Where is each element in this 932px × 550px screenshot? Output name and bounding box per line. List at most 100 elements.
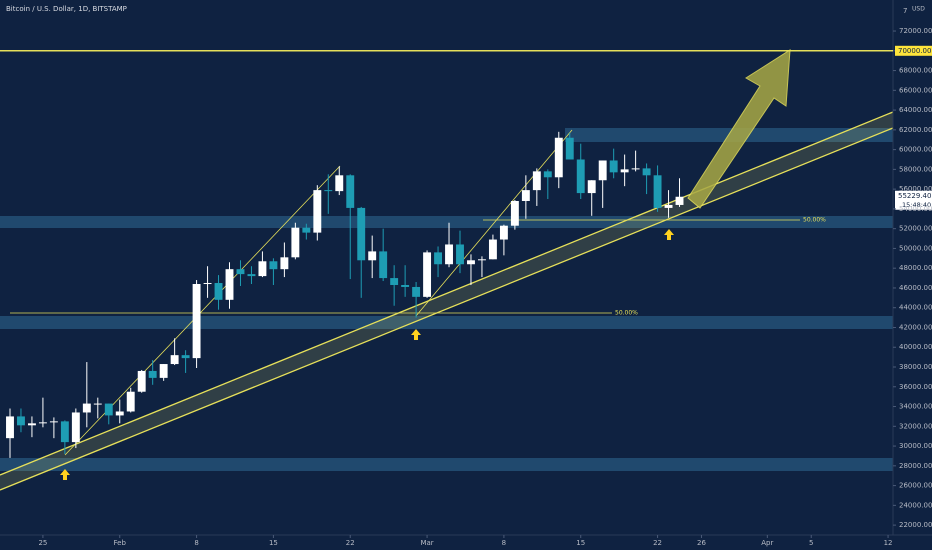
candle-body	[478, 259, 486, 261]
y-tick-label: 62000.00	[899, 126, 932, 134]
last-price-label: 55229.40	[898, 192, 931, 200]
y-tick-label: 42000.00	[899, 323, 932, 331]
currency-label: USD	[912, 6, 925, 13]
candle-body	[368, 251, 377, 261]
x-tick-label: 25	[38, 539, 47, 547]
projection-arrow	[687, 49, 791, 209]
y-tick-label: 56000.00	[899, 185, 932, 193]
candle-body	[214, 283, 223, 300]
candle-body	[6, 416, 14, 439]
y-tick-label: 34000.00	[899, 403, 932, 411]
candle-body	[148, 370, 157, 378]
up-arrow	[411, 329, 421, 340]
y-tick-label: 72000.00	[899, 27, 932, 35]
candle-body	[598, 160, 607, 181]
up-arrow	[664, 229, 674, 240]
x-tick-label: 22	[653, 539, 662, 547]
y-tick-label: 44000.00	[899, 304, 932, 312]
target-label-box	[895, 45, 932, 56]
support-zone	[0, 216, 893, 228]
y-tick-label: 28000.00	[899, 462, 932, 470]
candle-body	[357, 207, 366, 261]
y-tick-label: 58000.00	[899, 165, 932, 173]
x-tick-label: 5	[809, 539, 813, 547]
candle-body	[93, 403, 102, 405]
y-tick-label: 60000.00	[899, 146, 932, 154]
candle-body	[456, 244, 464, 265]
candle-body	[203, 283, 212, 285]
candle-body	[488, 239, 497, 260]
candle-body	[126, 391, 135, 412]
candle-body	[17, 416, 25, 426]
candle-body	[467, 260, 475, 265]
y-tick-label: 52000.00	[899, 225, 932, 233]
candle-body	[313, 190, 322, 233]
y-tick-label: 24000.00	[899, 501, 932, 509]
y-tick-label: 54000.00	[899, 205, 932, 213]
candle-body	[170, 355, 179, 365]
channel-line	[0, 111, 894, 476]
candle-body	[521, 190, 530, 201]
candle-body	[565, 137, 574, 160]
candle-body	[71, 412, 80, 443]
candle-body	[60, 421, 69, 443]
y-tick-label: 48000.00	[899, 264, 932, 272]
candle-body	[675, 196, 684, 205]
candle-body	[49, 421, 58, 423]
candle-body	[324, 190, 333, 192]
support-zone	[0, 458, 893, 471]
candle-body	[269, 261, 278, 270]
x-tick-label: Feb	[114, 539, 127, 547]
x-tick-label: 12	[884, 539, 893, 547]
candle-body	[642, 168, 651, 176]
y-tick-label: 30000.00	[899, 442, 932, 450]
y-tick-label: 32000.00	[899, 422, 932, 430]
candle-body	[192, 284, 201, 359]
chart-title: Bitcoin / U.S. Dollar, 1D, BITSTAMP	[6, 5, 127, 13]
last-price-box	[895, 190, 932, 210]
y-tick-label: 38000.00	[899, 363, 932, 371]
x-tick-label: 22	[346, 539, 355, 547]
fib-label: 50.00%	[615, 310, 638, 317]
y-tick-label: 36000.00	[899, 383, 932, 391]
candle-body	[335, 175, 344, 192]
candle-body	[302, 227, 311, 233]
up-arrow	[60, 469, 70, 480]
candle-body	[159, 364, 168, 378]
candle-body	[587, 180, 596, 194]
swing-line	[415, 129, 573, 317]
support-zone	[0, 316, 893, 329]
y-tick-label: 40000.00	[899, 343, 932, 351]
candle-body	[82, 403, 91, 413]
candle-body	[225, 269, 234, 300]
channel-line	[0, 127, 894, 491]
candle-body	[38, 422, 47, 424]
candle-body	[445, 244, 453, 265]
candle-body	[499, 225, 508, 240]
candle-body	[543, 171, 552, 178]
candle-body	[247, 274, 256, 277]
candle-body	[554, 137, 563, 178]
candle-body	[423, 252, 432, 297]
candle-body	[346, 175, 355, 208]
y-tick-label: 46000.00	[899, 284, 932, 292]
candle-body	[532, 171, 541, 191]
candle-body	[390, 278, 399, 285]
candle-body	[27, 423, 36, 426]
candle-body	[236, 269, 245, 275]
x-tick-label: 26	[697, 539, 706, 547]
candle-body	[115, 411, 124, 416]
y-tick-label: 68000.00	[899, 67, 932, 75]
x-tick-label: 8	[502, 539, 506, 547]
candle-body	[291, 227, 300, 258]
candle-body	[609, 160, 618, 173]
target-label: 70000.00	[898, 47, 931, 55]
candle-body	[631, 168, 640, 170]
x-tick-label: 15	[576, 539, 585, 547]
y-tick-label: 64000.00	[899, 106, 932, 114]
y-tick-label: 50000.00	[899, 244, 932, 252]
candle-body	[104, 403, 113, 416]
y-tick-label: 26000.00	[899, 482, 932, 490]
candle-body	[401, 284, 410, 287]
